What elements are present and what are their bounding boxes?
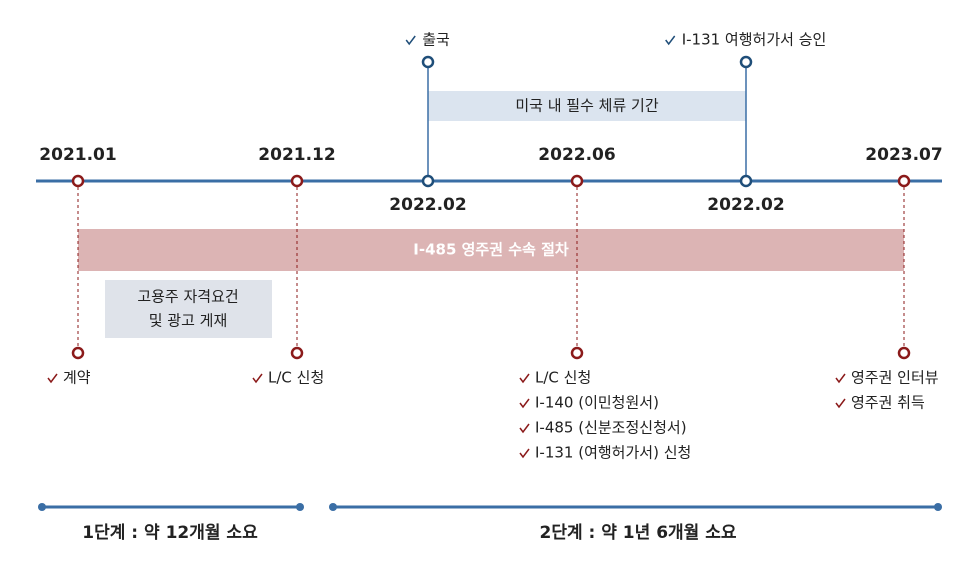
event-dot bbox=[71, 346, 85, 360]
phase-dot bbox=[934, 503, 942, 511]
date-label: 2023.07 bbox=[865, 145, 942, 165]
check-icon bbox=[665, 35, 676, 46]
phase-dot bbox=[296, 503, 304, 511]
check-icon bbox=[252, 373, 263, 384]
event-dot bbox=[290, 346, 304, 360]
check-icon bbox=[405, 35, 416, 46]
note-line: 및 광고 게재 bbox=[149, 312, 228, 330]
event-dot bbox=[897, 346, 911, 360]
event-item: I-131 (여행허가서) 신청 bbox=[535, 444, 691, 462]
check-icon bbox=[835, 373, 846, 384]
event-item: 계약 bbox=[63, 369, 91, 387]
check-icon bbox=[835, 398, 846, 409]
check-icon bbox=[519, 398, 530, 409]
process-band-label: I-485 영주권 수속 절차 bbox=[413, 241, 569, 259]
phase-label: 1단계 : 약 12개월 소요 bbox=[82, 522, 258, 543]
check-icon bbox=[519, 423, 530, 434]
top-dot bbox=[421, 55, 435, 69]
event-item: I-485 (신분조정신청서) bbox=[535, 419, 687, 437]
event-item: L/C 신청 bbox=[535, 369, 591, 387]
stay-band-label: 미국 내 필수 체류 기간 bbox=[515, 97, 658, 115]
date-label: 2021.01 bbox=[39, 145, 116, 165]
top-dot bbox=[739, 55, 753, 69]
check-icon bbox=[519, 448, 530, 459]
date-dot bbox=[897, 174, 911, 188]
check-icon bbox=[519, 373, 530, 384]
phase-label: 2단계 : 약 1년 6개월 소요 bbox=[540, 522, 737, 543]
date-label: 2022.06 bbox=[538, 145, 615, 165]
date-dot bbox=[570, 174, 584, 188]
event-item: I-140 (이민청원서) bbox=[535, 394, 659, 412]
note-line: 고용주 자격요건 bbox=[137, 288, 238, 306]
top-event-label: I-131 여행허가서 승인 bbox=[682, 31, 827, 49]
event-item: L/C 신청 bbox=[268, 369, 324, 387]
check-icon bbox=[47, 373, 58, 384]
process-band bbox=[78, 229, 904, 271]
date-label: 2021.12 bbox=[258, 145, 335, 165]
event-item: 영주권 취득 bbox=[851, 394, 925, 412]
phase-dot bbox=[38, 503, 46, 511]
date-label: 2022.02 bbox=[707, 195, 784, 215]
date-dot bbox=[421, 174, 435, 188]
event-dot bbox=[570, 346, 584, 360]
stay-band bbox=[428, 91, 746, 121]
date-dot bbox=[290, 174, 304, 188]
event-item: 영주권 인터뷰 bbox=[851, 369, 939, 387]
note-box bbox=[105, 280, 272, 338]
date-label: 2022.02 bbox=[389, 195, 466, 215]
date-dot bbox=[739, 174, 753, 188]
date-dot bbox=[71, 174, 85, 188]
top-event-label: 출국 bbox=[422, 31, 450, 49]
phase-dot bbox=[329, 503, 337, 511]
